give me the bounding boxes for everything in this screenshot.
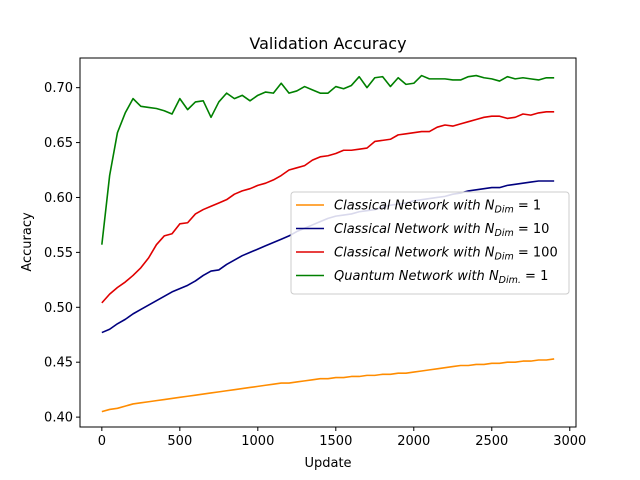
plot-frame: [79, 57, 577, 428]
legend-label-sub: Dim: [495, 205, 514, 216]
series-line-2: [101, 111, 555, 304]
legend-label-var: N: [485, 246, 495, 261]
x-axis-label: Update: [304, 456, 351, 471]
series-line-0: [101, 358, 555, 413]
y-tick-label: 0.70: [44, 81, 73, 96]
y-tick-label: 0.50: [44, 301, 73, 316]
y-tick-label: 0.65: [44, 136, 73, 151]
y-tick-label: 0.60: [44, 191, 73, 206]
x-axis: 0 500 1000 1500 2000 2500 3000: [98, 427, 586, 449]
legend-label-suffix: = 10: [514, 222, 550, 237]
x-tick-label: 3000: [553, 434, 586, 449]
legend-label-prefix: Quantum Network with: [334, 269, 489, 284]
x-tick-label: 2500: [475, 434, 508, 449]
x-tick-label: 1500: [319, 434, 352, 449]
y-axis: 0.40 0.45 0.50 0.55 0.60 0.65 0.70: [44, 81, 80, 426]
chart-title: Validation Accuracy: [249, 34, 406, 53]
y-tick-label: 0.55: [44, 246, 73, 261]
x-tick-label: 0: [98, 434, 106, 449]
legend-label-suffix: = 1: [514, 199, 541, 214]
y-axis-label: Accuracy: [20, 212, 35, 272]
legend-label-sub: Dim: [495, 252, 514, 263]
legend-label-prefix: Classical Network with: [334, 222, 485, 237]
series-line-3: [101, 74, 555, 245]
legend-label: Classical Network with NDim = 10: [334, 222, 549, 239]
legend-label-var: N: [485, 222, 495, 237]
legend-label-var: N: [489, 269, 499, 284]
legend-label-sub: Dim: [495, 228, 514, 239]
legend: Classical Network with NDim = 1Classical…: [290, 191, 570, 295]
legend-label-suffix: = 1: [521, 269, 548, 284]
legend-label: Quantum Network with NDim. = 1: [334, 269, 548, 286]
x-tick-label: 2000: [397, 434, 430, 449]
legend-label: Classical Network with NDim = 1: [334, 199, 541, 216]
legend-label-suffix: = 100: [514, 246, 558, 261]
legend-label: Classical Network with NDim = 100: [334, 246, 558, 263]
legend-box: [290, 191, 570, 295]
legend-label-var: N: [485, 199, 495, 214]
legend-label-sub: Dim.: [499, 275, 521, 286]
legend-label-prefix: Classical Network with: [334, 199, 485, 214]
legend-label-prefix: Classical Network with: [334, 246, 485, 261]
y-tick-label: 0.45: [44, 356, 73, 371]
y-tick-label: 0.40: [44, 411, 73, 426]
x-tick-label: 1000: [241, 434, 274, 449]
x-tick-label: 500: [167, 434, 192, 449]
